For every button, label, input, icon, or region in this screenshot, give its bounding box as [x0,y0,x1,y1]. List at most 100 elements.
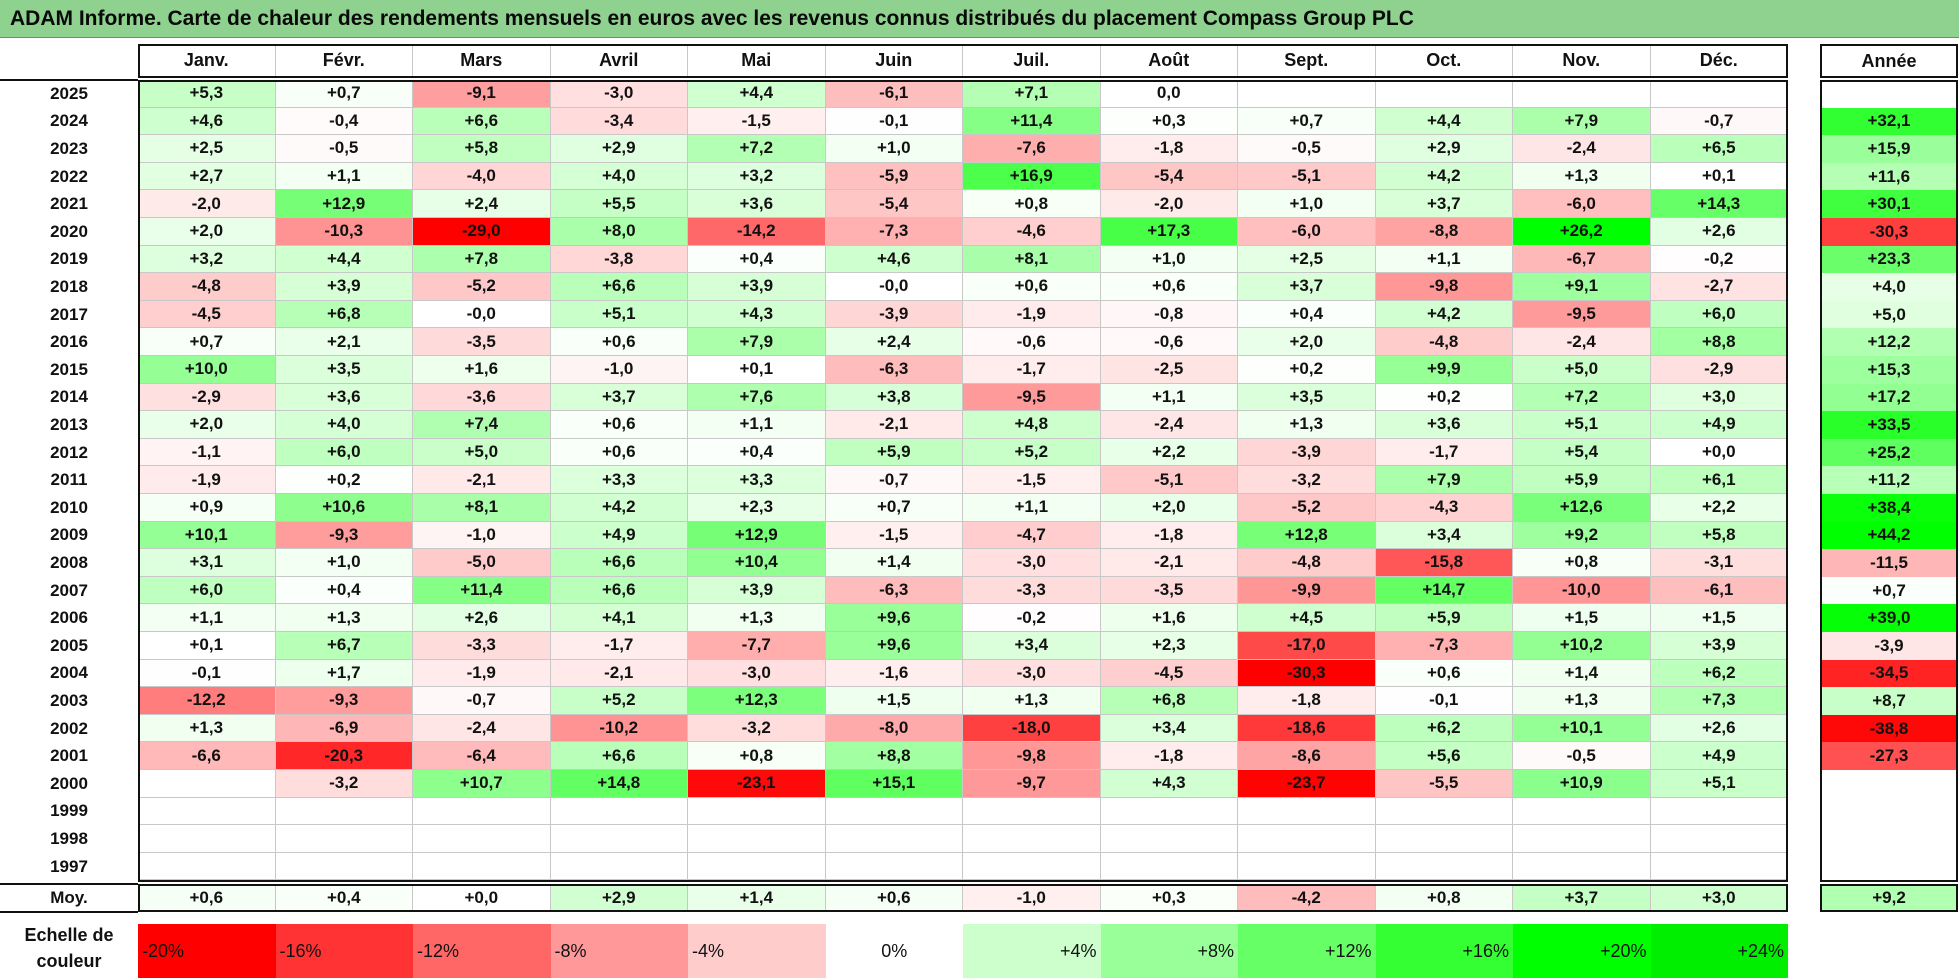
heatmap-cell: +5,1 [1650,770,1788,798]
color-scale-swatch: +24% [1650,924,1788,978]
annual-cell: +17,2 [1820,383,1958,412]
year-label: 2007 [50,580,88,600]
heatmap-cell: -7,3 [825,218,963,246]
heatmap-cell: +1,1 [275,162,413,191]
heatmap-cell: -2,9 [138,383,276,412]
heatmap-cell: +4,9 [550,521,688,550]
heatmap-cell: -1,8 [1100,742,1238,770]
heatmap-cell: +4,9 [1650,742,1788,770]
average-cell: +0,8 [1375,884,1513,912]
month-header: Nov. [1513,44,1651,78]
average-cell: +0,3 [1100,884,1238,912]
heatmap-cell: +9,6 [825,604,963,632]
heatmap-cell: +2,5 [138,135,276,163]
heatmap-cell [825,797,963,826]
heatmap-cell: +4,2 [1375,300,1513,329]
heatmap-cell: +2,2 [1100,438,1238,467]
heatmap-cell: +12,8 [1238,521,1376,550]
heatmap-cell: -5,2 [1238,494,1376,522]
heatmap-cell: -10,2 [550,714,688,743]
heatmap-cell: +4,4 [1375,107,1513,136]
heatmap-cell: -1,0 [550,356,688,384]
heatmap-cell: +1,3 [963,687,1101,715]
heatmap-cell [1650,825,1788,853]
annual-cell: +25,2 [1820,438,1958,467]
year-label: 2016 [50,332,88,352]
heatmap-cell: +8,8 [1650,328,1788,356]
heatmap-cell: +0,2 [275,466,413,494]
heatmap-cell: +3,4 [1375,521,1513,550]
heatmap-cell: +6,6 [550,549,688,577]
heatmap-cell: +7,1 [963,80,1101,108]
annual-cell: +8,7 [1820,687,1958,715]
heatmap-cell: +0,4 [688,245,826,274]
heatmap-cell: +1,0 [275,549,413,577]
heatmap-cell: +12,6 [1513,494,1651,522]
heatmap-cell: -14,2 [688,218,826,246]
color-scale-swatch: +12% [1238,924,1376,978]
heatmap-cell: +4,0 [275,411,413,439]
heatmap-cell: -2,1 [825,411,963,439]
heatmap-cell [1650,852,1788,881]
heatmap-cell: +3,8 [825,383,963,412]
heatmap-cell [1100,797,1238,826]
heatmap-cell: -3,8 [550,245,688,274]
heatmap-cell: -3,5 [413,328,551,356]
heatmap-cell: +9,6 [825,632,963,660]
heatmap-cell [963,852,1101,881]
average-cell: +1,4 [688,884,826,912]
heatmap-cell: +5,9 [825,438,963,467]
heatmap-cell: -4,8 [138,273,276,301]
year-label: 1998 [50,828,88,848]
heatmap-cell: +5,0 [1513,356,1651,384]
heatmap-cell: +1,7 [275,659,413,688]
heatmap-cell: -6,4 [413,742,551,770]
average-cell: +0,4 [275,884,413,912]
heatmap-cell: +4,2 [550,494,688,522]
heatmap-cell: +10,2 [1513,632,1651,660]
heatmap-cell: -1,8 [1100,135,1238,163]
heatmap-cell: +1,3 [275,604,413,632]
heatmap-cell: +1,1 [688,411,826,439]
heatmap-cell: +0,4 [1238,300,1376,329]
color-scale-swatch: +16% [1375,924,1513,978]
month-header: Févr. [275,44,413,78]
heatmap-cell: -0,5 [1238,135,1376,163]
heatmap-cell: +0,7 [275,80,413,108]
heatmap-cell: +9,1 [1513,273,1651,301]
heatmap-cell [1100,852,1238,881]
heatmap-cell: +6,6 [550,273,688,301]
heatmap-cell: -8,0 [825,714,963,743]
heatmap-cell: -5,4 [1100,162,1238,191]
heatmap-cell: +0,3 [1100,107,1238,136]
heatmap-cell: +5,2 [963,438,1101,467]
month-header: Juil. [963,44,1101,78]
heatmap-cell: -0,6 [1100,328,1238,356]
heatmap-cell: +6,5 [1650,135,1788,163]
heatmap-cell: +3,1 [138,549,276,577]
heatmap-cell: +3,9 [688,576,826,605]
heatmap-cell: -5,0 [413,549,551,577]
heatmap-cell: +10,9 [1513,770,1651,798]
heatmap-cell: -1,8 [1100,521,1238,550]
heatmap-cell: +5,3 [138,80,276,108]
annual-cell: +23,3 [1820,245,1958,274]
heatmap-cell: +6,8 [275,300,413,329]
heatmap-cell: +2,6 [1650,714,1788,743]
heatmap-cell: +5,2 [550,687,688,715]
heatmap-cell: +1,6 [413,356,551,384]
heatmap-cell [1375,825,1513,853]
year-label: 2013 [50,414,88,434]
heatmap-cell: +1,5 [1513,604,1651,632]
heatmap-cell: -4,0 [413,162,551,191]
heatmap-cell: 0,0 [1100,80,1238,108]
heatmap-cell: -8,6 [1238,742,1376,770]
annual-cell: +39,0 [1820,604,1958,632]
heatmap-cell [963,825,1101,853]
heatmap-cell: +0,2 [1238,356,1376,384]
heatmap-cell [1375,852,1513,881]
heatmap-cell: +2,3 [1100,632,1238,660]
heatmap-cell: +6,0 [275,438,413,467]
heatmap-cell: +16,9 [963,162,1101,191]
heatmap-cell: -9,9 [1238,576,1376,605]
